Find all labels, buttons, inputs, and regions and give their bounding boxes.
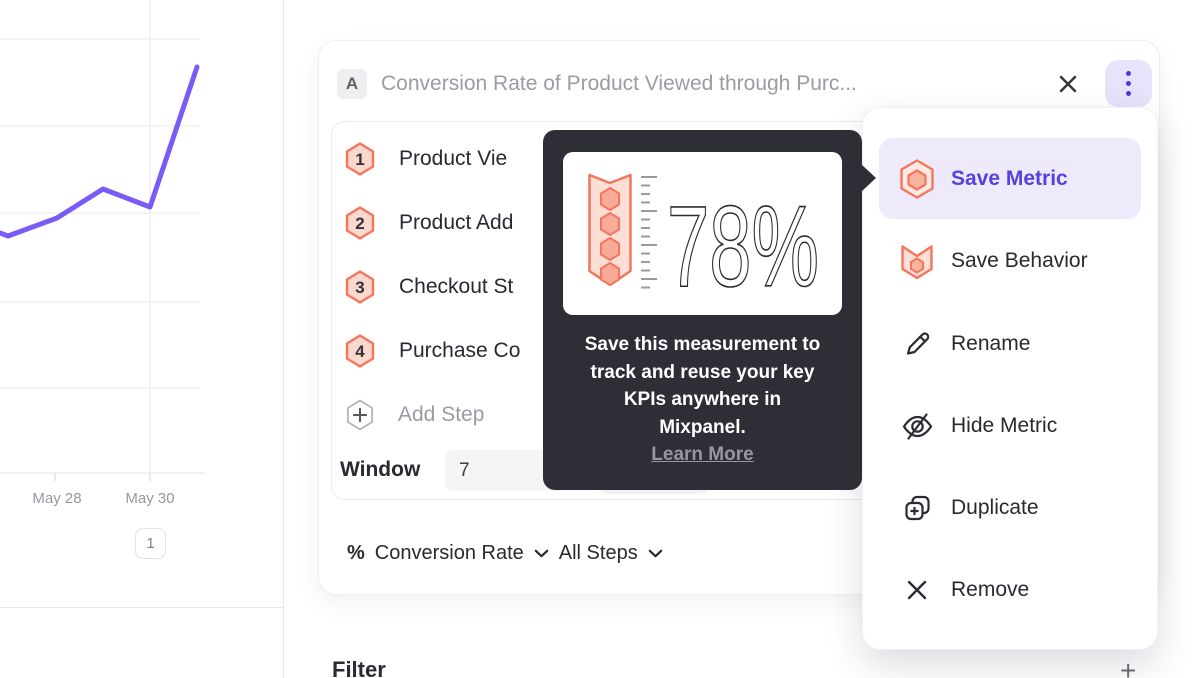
menu-item-save-behavior[interactable]: Save Behavior	[863, 220, 1157, 302]
svg-text:1: 1	[355, 150, 364, 169]
tooltip-message: Save this measurement to track and reuse…	[584, 334, 821, 465]
pagination-page-button[interactable]: 1	[135, 528, 166, 559]
horizontal-divider	[0, 607, 284, 608]
close-icon	[1059, 75, 1077, 93]
step-number-hexagon-icon: 3	[345, 270, 375, 304]
tooltip-illustration-card: 78%	[563, 152, 842, 315]
kebab-dot-icon	[1126, 81, 1131, 86]
duplicate-icon	[897, 493, 937, 524]
window-label: Window	[340, 458, 421, 481]
tooltip-arrow	[861, 164, 876, 192]
menu-item-label: Remove	[951, 578, 1030, 601]
funnel-step-row-4[interactable]: 4 Purchase Co	[332, 319, 1147, 383]
save-metric-tooltip: 78% Save this measurement to track and r…	[543, 130, 876, 490]
funnel-banner-illustration	[588, 173, 632, 287]
steps-scope-dropdown[interactable]: All Steps	[558, 541, 638, 564]
step-number-hexagon-icon: 2	[345, 206, 375, 240]
menu-item-label: Hide Metric	[951, 414, 1058, 437]
step-number-hexagon-icon: 1	[345, 142, 375, 176]
add-step-hexagon-plus-icon	[346, 399, 374, 431]
funnel-step-row-3[interactable]: 3 Checkout St	[332, 255, 1147, 319]
menu-item-save-metric[interactable]: Save Metric	[863, 138, 1157, 220]
funnel-trend-chart: May 28 May 30 1	[0, 0, 284, 678]
save-metric-hexagon-icon	[897, 158, 937, 200]
eye-off-icon	[897, 411, 937, 442]
step-number-hexagon-icon: 4	[345, 334, 375, 368]
query-letter-badge: A	[337, 69, 367, 99]
menu-item-hide-metric[interactable]: Hide Metric	[863, 385, 1157, 467]
menu-item-label: Rename	[951, 332, 1031, 355]
percent-icon: %	[347, 541, 365, 564]
x-icon	[897, 577, 937, 603]
close-panel-button[interactable]	[1052, 68, 1084, 100]
panel-options-kebab-button[interactable]	[1105, 60, 1152, 107]
stat-value-text: 78%	[667, 183, 819, 311]
menu-item-remove[interactable]: Remove	[863, 549, 1157, 631]
learn-more-link[interactable]: Learn More	[651, 444, 754, 465]
pane-divider	[283, 0, 284, 678]
svg-text:3: 3	[355, 278, 364, 297]
ruler-ticks-illustration	[641, 176, 657, 289]
x-axis-label: May 30	[125, 490, 175, 507]
metric-type-dropdown[interactable]: Conversion Rate	[374, 541, 524, 564]
menu-item-label: Duplicate	[951, 496, 1039, 519]
line-chart-canvas	[0, 0, 205, 481]
svg-text:4: 4	[355, 342, 365, 361]
funnel-step-row-2[interactable]: 2 Product Add	[332, 191, 1147, 255]
funnel-stat-illustration: 78%	[588, 173, 820, 312]
kebab-dot-icon	[1126, 91, 1131, 96]
chevron-down-icon[interactable]	[648, 549, 663, 558]
filter-section-heading: Filter	[332, 657, 386, 678]
add-step-label: Add Step	[398, 403, 485, 426]
panel-title[interactable]: Conversion Rate of Product Viewed throug…	[381, 72, 857, 95]
x-axis-label: May 28	[32, 490, 82, 507]
menu-item-label: Save Metric	[951, 167, 1068, 190]
step-event-label: Purchase Co	[399, 339, 521, 362]
chevron-down-icon[interactable]	[534, 549, 549, 558]
step-event-label: Checkout St	[399, 275, 514, 298]
pencil-icon	[897, 329, 937, 359]
menu-item-label: Save Behavior	[951, 249, 1088, 272]
add-filter-button[interactable]: +	[1120, 655, 1137, 678]
step-event-label: Product Vie	[399, 147, 508, 170]
funnel-step-row-1[interactable]: 1 Product Vie	[332, 127, 1147, 191]
kebab-dot-icon	[1126, 71, 1131, 76]
step-event-label: Product Add	[399, 211, 514, 234]
measurement-bar: % Conversion Rate All Steps	[347, 538, 663, 568]
save-behavior-badge-icon	[897, 241, 937, 281]
panel-options-menu: Save Metric Save Behavior Rename	[862, 107, 1158, 650]
add-step-button[interactable]: Add Step	[332, 385, 1147, 445]
svg-text:2: 2	[355, 214, 364, 233]
menu-item-rename[interactable]: Rename	[863, 303, 1157, 385]
menu-item-duplicate[interactable]: Duplicate	[863, 467, 1157, 549]
